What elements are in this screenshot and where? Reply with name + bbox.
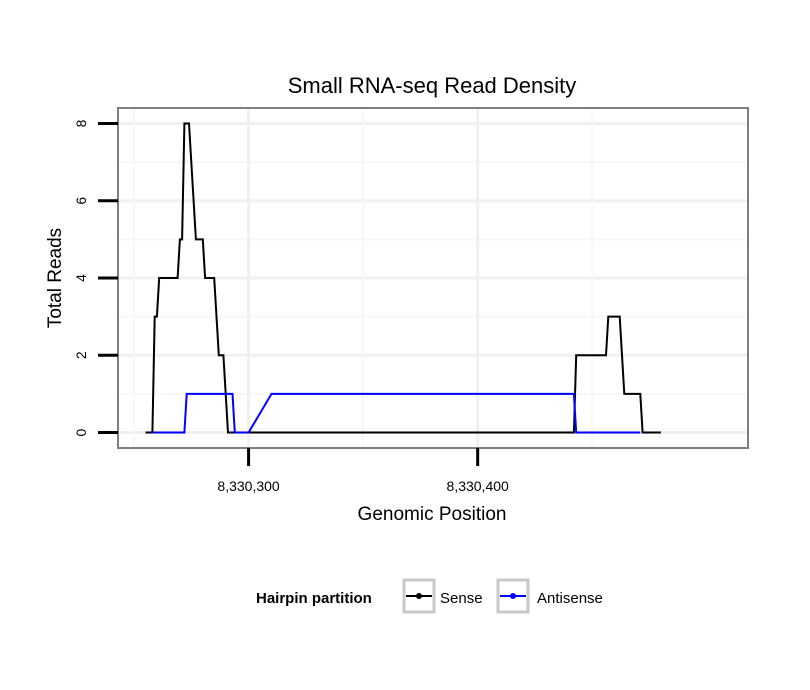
legend-item-antisense: Antisense [496,578,603,614]
y-tick-label: 6 [73,197,89,205]
legend-label-antisense: Antisense [537,590,603,607]
series-line-antisense [152,392,641,434]
x-tick-label: 8,330,400 [447,478,509,494]
y-tick-label: 8 [73,119,89,127]
x-tick-label: 8,330,300 [217,478,279,494]
series-line-sense [145,122,661,434]
y-axis: 0 2 4 6 8 [73,119,118,436]
chart-title: Small RNA-seq Read Density [288,73,577,98]
y-tick-label: 2 [73,351,89,359]
x-axis: 8,330,300 8,330,400 [217,448,509,494]
grid-lines [118,108,748,448]
legend-title: Hairpin partition [256,590,372,607]
y-axis-label: Total Reads [45,228,66,328]
y-tick-label: 0 [73,428,89,436]
legend-point-antisense [510,593,516,599]
y-tick-label: 4 [73,274,89,282]
data-series [145,122,661,434]
legend-point-sense [416,593,422,599]
legend-item-sense: Sense [402,578,483,614]
x-axis-label: Genomic Position [358,504,507,525]
legend-label-sense: Sense [440,590,483,607]
legend: Hairpin partition Sense Antisense [256,578,603,614]
